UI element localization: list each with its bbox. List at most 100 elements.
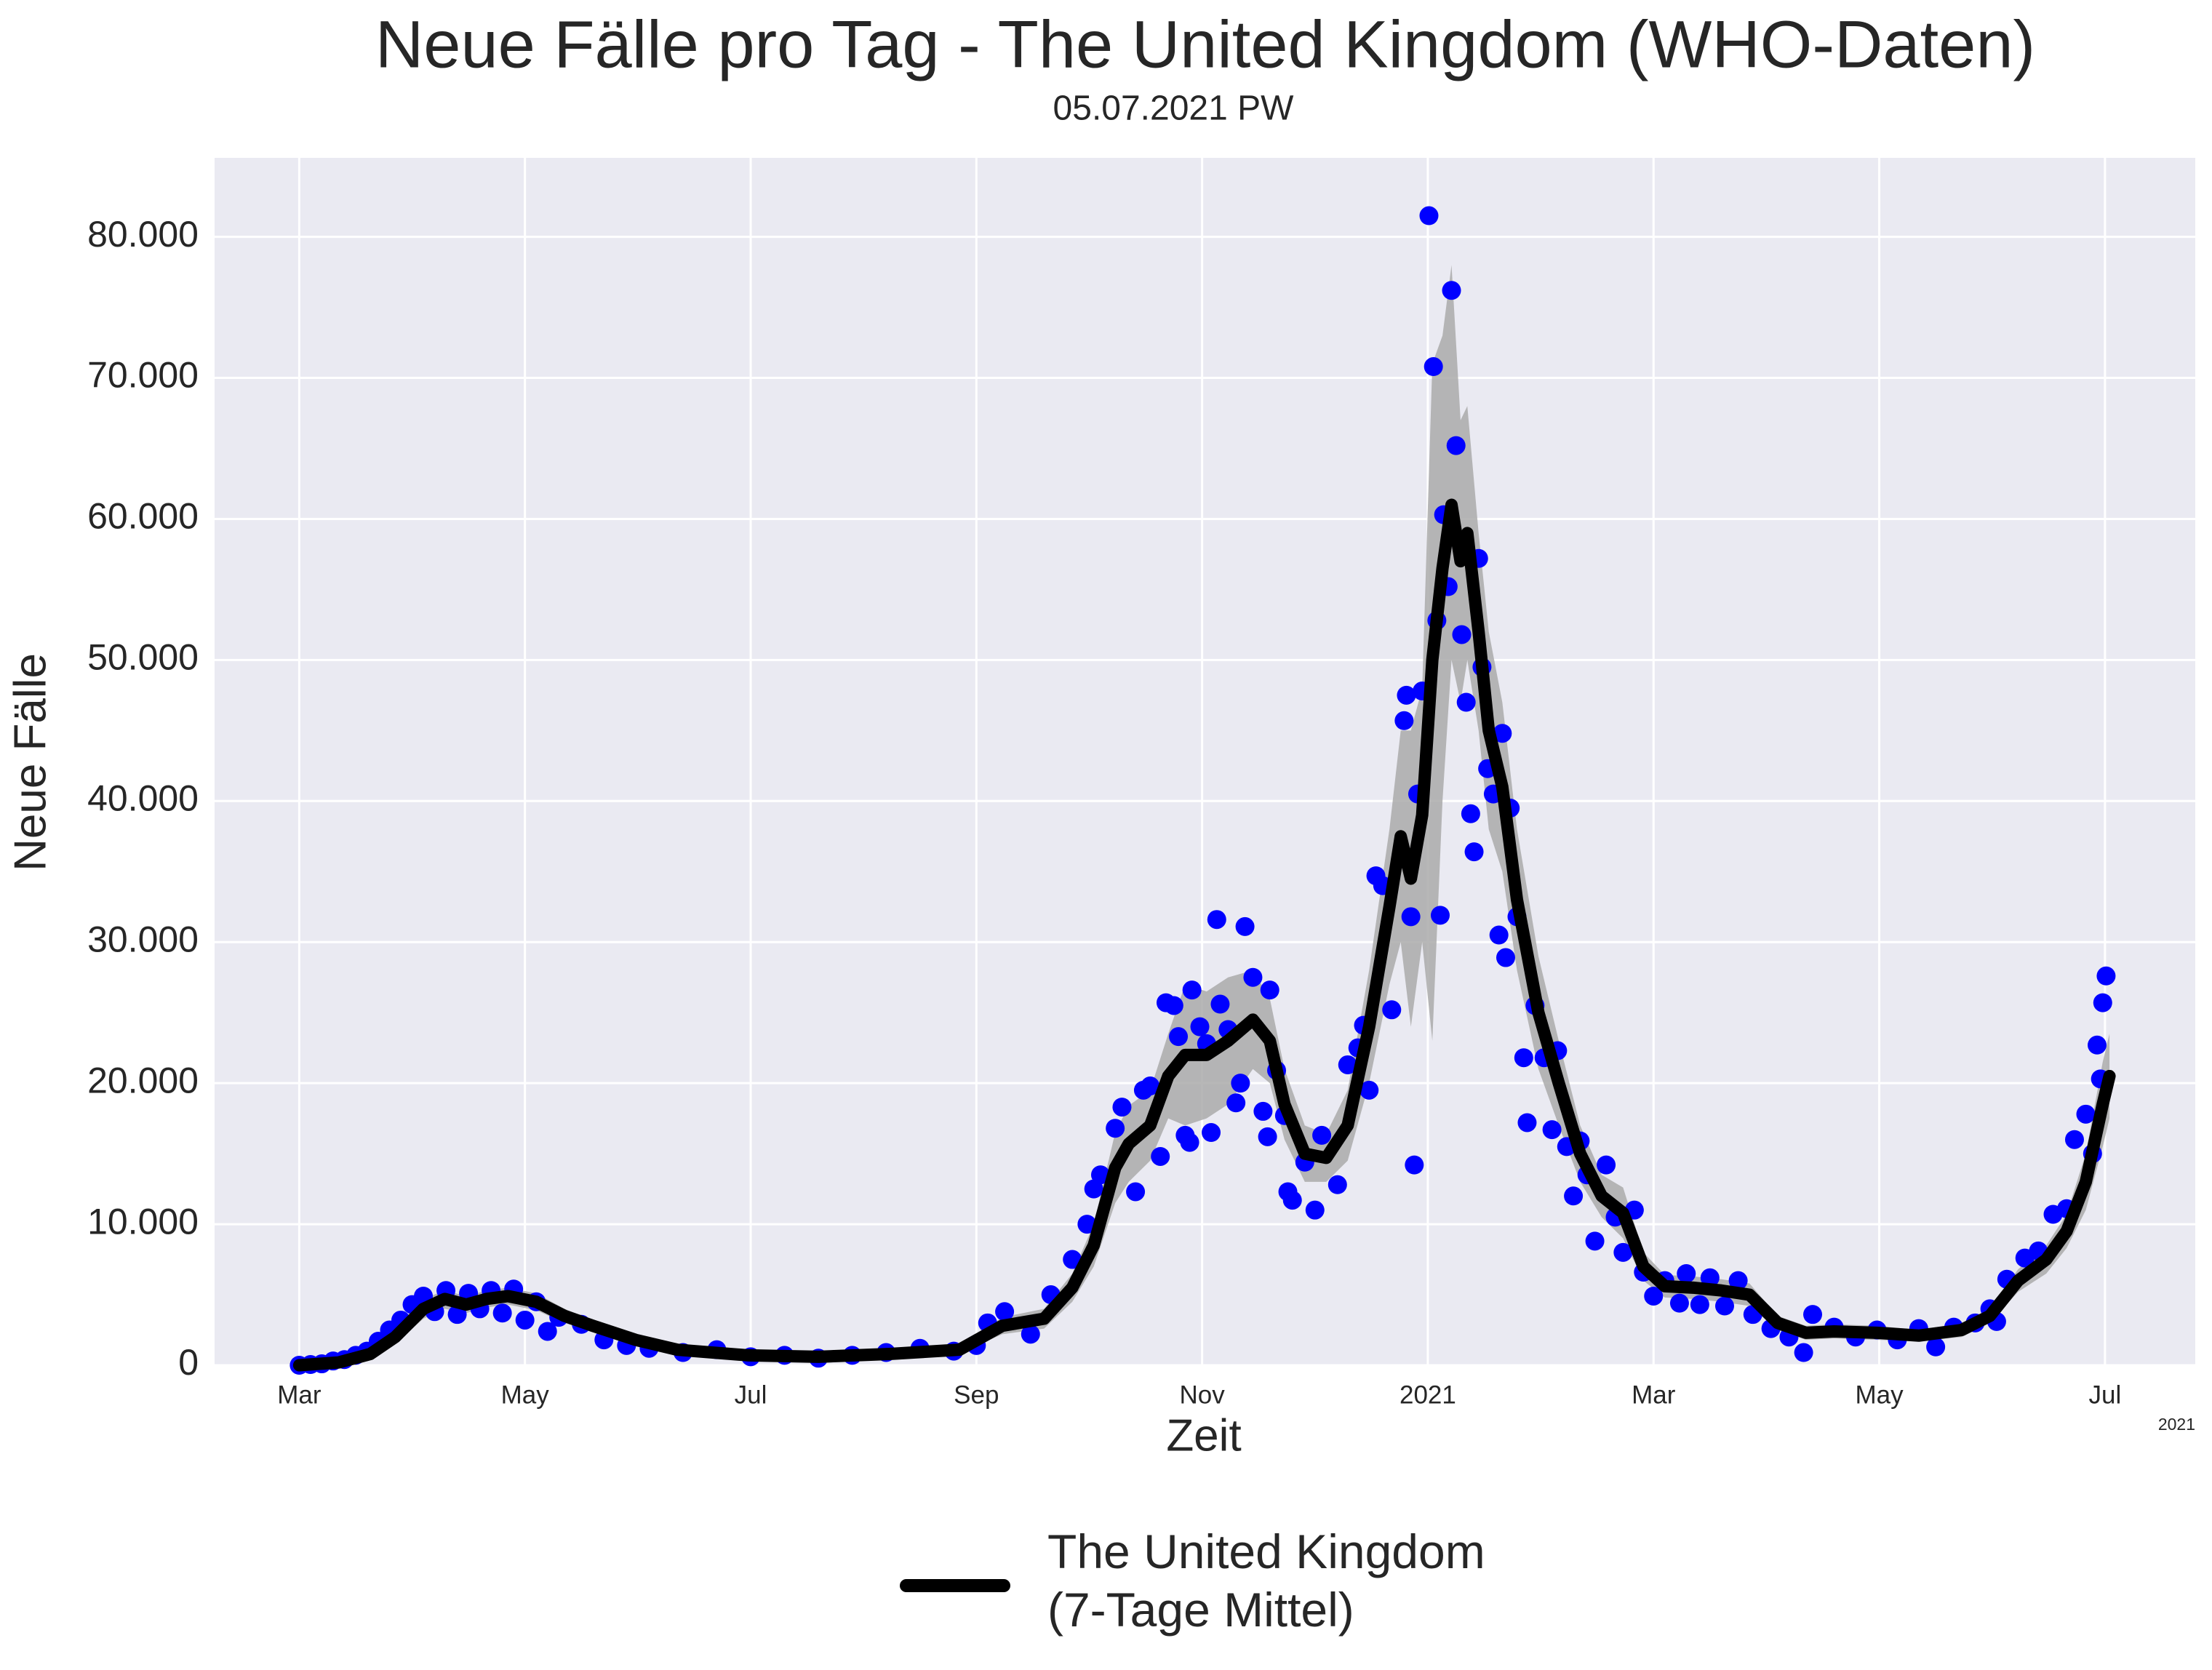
data-point <box>492 1303 512 1323</box>
data-point <box>1424 357 1443 377</box>
plot-area <box>215 158 2195 1365</box>
y-tick-label: 20.000 <box>87 1060 199 1100</box>
x-tick-label: May <box>501 1381 550 1409</box>
data-point <box>1564 1186 1584 1206</box>
data-point <box>1419 206 1439 225</box>
data-point <box>1226 1093 1246 1113</box>
chart-subtitle: 05.07.2021 PW <box>1053 89 1295 128</box>
data-point <box>1677 1263 1696 1283</box>
x-tick-label: Mar <box>1632 1381 1676 1409</box>
data-point <box>1489 925 1509 945</box>
x-offset-label: 2021 <box>2158 1415 2195 1434</box>
x-axis-label: Zeit <box>1166 1410 1241 1461</box>
data-point <box>1338 1055 1357 1074</box>
data-point <box>1084 1179 1103 1199</box>
data-point <box>1397 685 1416 705</box>
data-point <box>1312 1125 1332 1145</box>
x-tick-label: Jul <box>2088 1381 2121 1409</box>
data-point <box>1180 1132 1199 1152</box>
data-point <box>1077 1215 1097 1234</box>
data-point <box>1359 1080 1379 1100</box>
data-point <box>1327 1175 1347 1194</box>
data-point <box>1231 1074 1250 1093</box>
data-point <box>1446 436 1466 455</box>
data-point <box>1260 980 1279 1000</box>
data-point <box>1164 996 1183 1015</box>
data-point <box>1794 1343 1813 1362</box>
data-point <box>2093 993 2112 1012</box>
data-point <box>1514 1048 1533 1068</box>
data-point <box>1401 907 1421 927</box>
x-tick-label: Jul <box>735 1381 767 1409</box>
y-tick-label: 10.000 <box>87 1201 199 1242</box>
data-point <box>995 1302 1015 1322</box>
data-point <box>1190 1017 1210 1036</box>
data-point <box>515 1310 535 1330</box>
data-point <box>1126 1182 1146 1202</box>
data-point <box>1517 1113 1537 1132</box>
data-point <box>1728 1271 1748 1290</box>
data-point <box>1253 1101 1273 1121</box>
data-point <box>1597 1155 1616 1175</box>
data-point <box>1202 1123 1221 1143</box>
y-tick-label: 60.000 <box>87 496 199 537</box>
data-point <box>1258 1127 1277 1146</box>
x-tick-label: Mar <box>277 1381 322 1409</box>
legend-label-line: (7-Tage Mittel) <box>1047 1583 1354 1637</box>
data-point <box>1585 1231 1605 1251</box>
data-point <box>1493 724 1512 743</box>
data-point <box>1542 1120 1562 1140</box>
y-tick-label: 80.000 <box>87 214 199 255</box>
data-point <box>1496 948 1515 967</box>
data-point <box>1169 1027 1189 1047</box>
data-point <box>1803 1305 1823 1325</box>
data-point <box>1461 804 1480 823</box>
data-point <box>2064 1130 2084 1149</box>
data-point <box>1243 967 1263 987</box>
data-point <box>1613 1242 1633 1262</box>
data-point <box>1112 1098 1132 1117</box>
data-point <box>1382 1000 1402 1020</box>
x-tick-label: May <box>1855 1381 1904 1409</box>
data-point <box>1405 1155 1424 1175</box>
data-point <box>1431 906 1450 925</box>
data-point <box>1644 1286 1664 1306</box>
data-point <box>1442 281 1461 300</box>
data-point <box>2096 966 2116 986</box>
data-point <box>1235 916 1255 936</box>
data-point <box>2088 1035 2107 1055</box>
data-point <box>1700 1268 1720 1287</box>
legend-label-line: The United Kingdom <box>1047 1525 1485 1578</box>
data-point <box>1210 994 1230 1014</box>
y-axis-label: Neue Fälle <box>5 653 55 871</box>
x-tick-label: Sep <box>954 1381 999 1409</box>
x-tick-label: 2021 <box>1400 1381 1456 1409</box>
x-tick-label: Nov <box>1179 1381 1225 1409</box>
data-point <box>1282 1191 1302 1210</box>
y-tick-label: 40.000 <box>87 778 199 819</box>
data-point <box>538 1322 557 1341</box>
data-point <box>1141 1076 1160 1096</box>
data-point <box>1090 1165 1110 1185</box>
data-point <box>1394 711 1414 730</box>
data-point <box>2076 1104 2096 1124</box>
data-point <box>1207 910 1226 930</box>
data-point <box>1456 692 1476 712</box>
chart-title: Neue Fälle pro Tag - The United Kingdom … <box>375 7 2035 81</box>
data-point <box>1690 1295 1709 1314</box>
data-point <box>1452 625 1472 644</box>
data-point <box>1926 1337 1946 1357</box>
data-point <box>1305 1200 1325 1220</box>
y-tick-label: 70.000 <box>87 355 199 396</box>
data-point <box>1464 842 1484 862</box>
data-point <box>1669 1293 1689 1313</box>
data-point <box>1021 1325 1040 1344</box>
line <box>292 498 2116 1372</box>
y-tick-label: 0 <box>178 1342 199 1383</box>
data-point <box>1106 1119 1125 1138</box>
y-tick-label: 30.000 <box>87 919 199 959</box>
data-point <box>1063 1250 1082 1269</box>
y-tick-label: 50.000 <box>87 637 199 678</box>
